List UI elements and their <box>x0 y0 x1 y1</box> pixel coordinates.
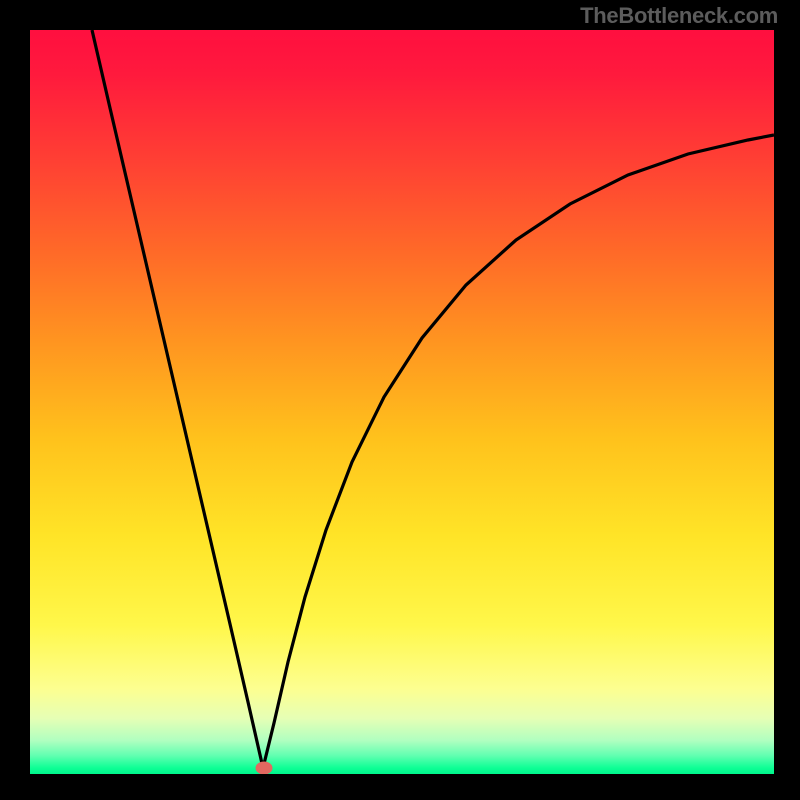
notch-marker <box>256 762 272 774</box>
chart-frame: TheBottleneck.com <box>0 0 800 800</box>
watermark-text: TheBottleneck.com <box>580 3 778 29</box>
plot-svg <box>30 30 774 774</box>
gradient-background <box>30 30 774 774</box>
plot-area <box>30 30 774 774</box>
